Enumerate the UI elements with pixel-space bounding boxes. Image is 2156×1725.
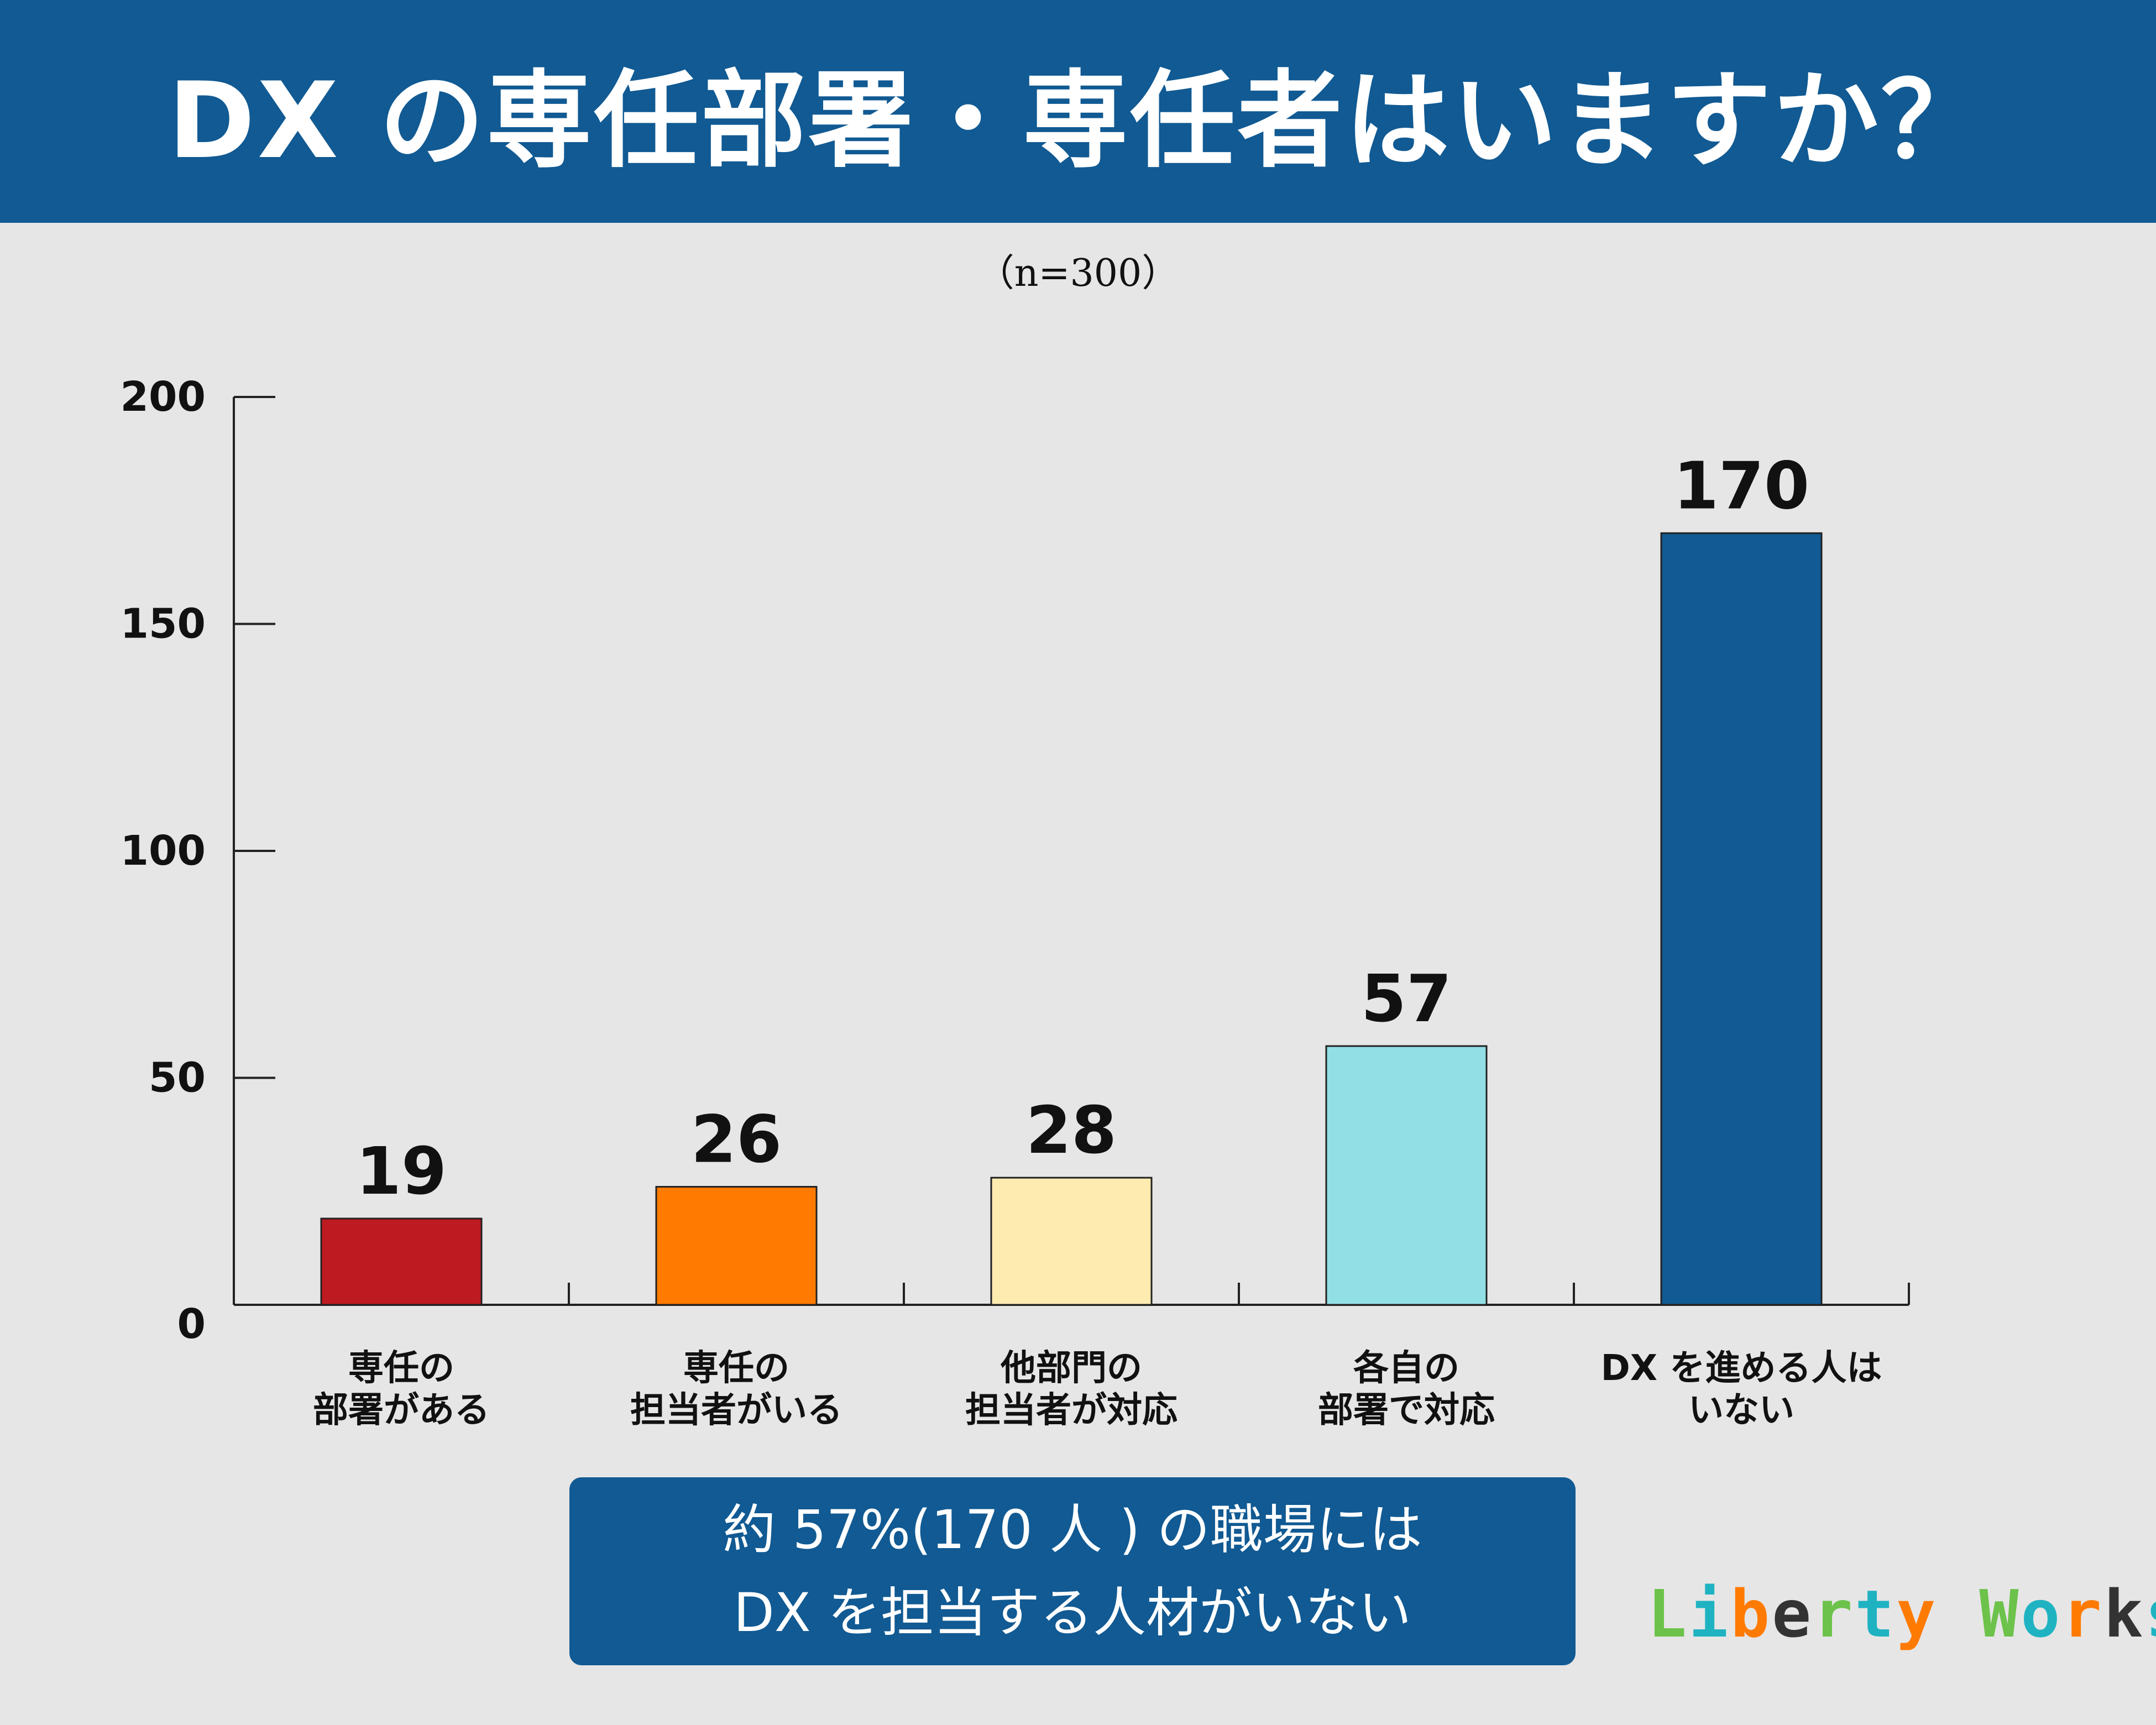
data-label-4: 57 <box>1361 960 1452 1037</box>
y-tick-label-50: 50 <box>149 1054 206 1102</box>
category-label-4-line-1: 各自の <box>1353 1348 1459 1389</box>
callout-line-2: DX を担当する人材がいない <box>733 1582 1412 1644</box>
bar-3 <box>990 1177 1153 1306</box>
category-label-3-line-2: 担当者が対応 <box>965 1390 1178 1431</box>
category-label-5-line-1: DX を進める人は <box>1601 1348 1882 1389</box>
y-tick-label-0: 0 <box>177 1300 206 1348</box>
data-label-1: 19 <box>356 1133 447 1209</box>
bar-chart: 05010015020019専任の部署がある26専任の担当者がいる28他部門の担… <box>121 373 1910 1431</box>
brand-logo: Liberty Works <box>1647 1576 2156 1652</box>
y-tick-label-100: 100 <box>121 827 206 875</box>
category-label-1-line-1: 専任の <box>348 1348 454 1389</box>
data-label-3: 28 <box>1026 1092 1117 1168</box>
callout-line-1: 約 57%(170 人 ) の職場には <box>723 1499 1422 1561</box>
data-label-5: 170 <box>1673 447 1809 524</box>
sample-size-note: （n=300） <box>976 252 1180 295</box>
category-label-4-line-2: 部署で対応 <box>1318 1390 1495 1431</box>
summary-callout: 約 57%(170 人 ) の職場には DX を担当する人材がいない <box>569 1477 1576 1665</box>
data-label-2: 26 <box>691 1101 782 1178</box>
category-label-1-line-2: 部署がある <box>313 1390 490 1431</box>
bar-2 <box>655 1186 818 1306</box>
bar-4 <box>1325 1045 1488 1306</box>
category-label-2-line-1: 専任の <box>683 1348 789 1389</box>
category-label-2-line-2: 担当者がいる <box>630 1390 842 1431</box>
category-label-5-line-2: いない <box>1688 1390 1794 1431</box>
category-label-3-line-1: 他部門の <box>1000 1348 1142 1389</box>
header-banner: DX の専任部署・専任者はいますか？ <box>0 0 2156 223</box>
y-tick-label-150: 150 <box>121 600 206 648</box>
bar-5 <box>1660 532 1823 1306</box>
bar-1 <box>320 1217 483 1306</box>
chart-title: DX の専任部署・専任者はいますか？ <box>168 60 1988 182</box>
y-tick-label-200: 200 <box>121 373 206 421</box>
